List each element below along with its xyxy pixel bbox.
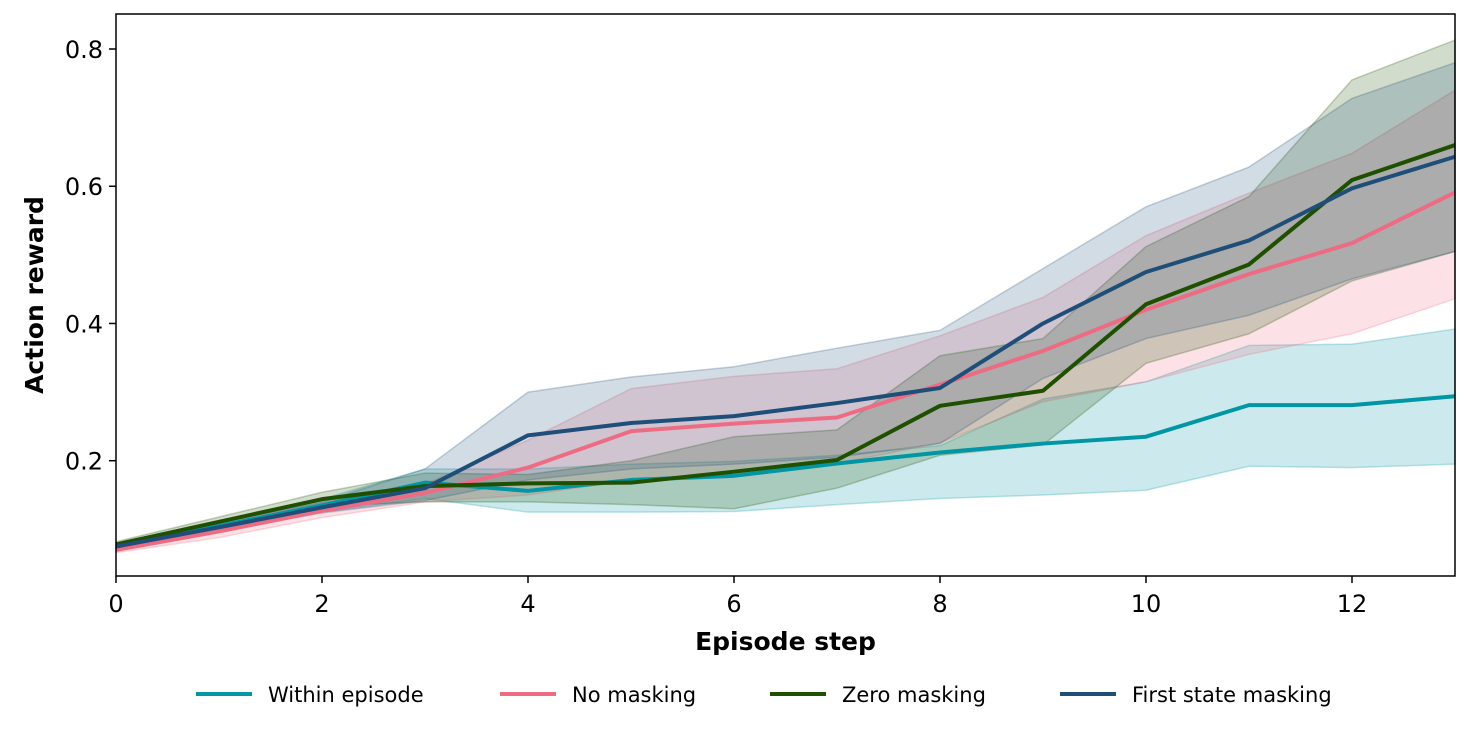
line-series-2 (115, 143, 1456, 547)
y-tick-label: 0.4 (65, 310, 103, 338)
x-tick-label: 6 (726, 590, 741, 618)
x-axis-title: Episode step (695, 627, 876, 656)
legend-label: Zero masking (842, 683, 986, 707)
y-axis-title: Action reward (20, 196, 49, 394)
x-tick-label: 0 (108, 590, 123, 618)
x-tick-label: 10 (1131, 590, 1162, 618)
legend-item: No masking (500, 683, 696, 707)
line-series-3 (115, 154, 1456, 549)
x-tick-label: 2 (314, 590, 329, 618)
legend-label: Within episode (268, 683, 424, 707)
y-tick-label: 0.2 (65, 448, 103, 476)
x-tick-label: 4 (520, 590, 535, 618)
legend-label: No masking (572, 683, 696, 707)
legend-item: Within episode (196, 683, 424, 707)
legend-label: First state masking (1132, 683, 1332, 707)
series-lines (115, 143, 1456, 552)
y-axis: 0.2 0.4 0.6 0.8 (65, 36, 116, 476)
plot-frame (115, 13, 1456, 577)
legend-item: Zero masking (770, 683, 986, 707)
legend: Within episode No masking Zero masking Firs… (196, 683, 1332, 707)
x-tick-label: 12 (1337, 590, 1368, 618)
confidence-bands (115, 38, 1456, 554)
x-tick-label: 8 (932, 590, 947, 618)
line-series-0 (115, 394, 1456, 549)
x-axis: 0 2 4 6 8 10 12 (108, 576, 1367, 618)
y-tick-label: 0.6 (65, 173, 103, 201)
line-series-1 (115, 190, 1456, 552)
legend-item: First state masking (1060, 683, 1332, 707)
y-tick-label: 0.8 (65, 36, 103, 64)
